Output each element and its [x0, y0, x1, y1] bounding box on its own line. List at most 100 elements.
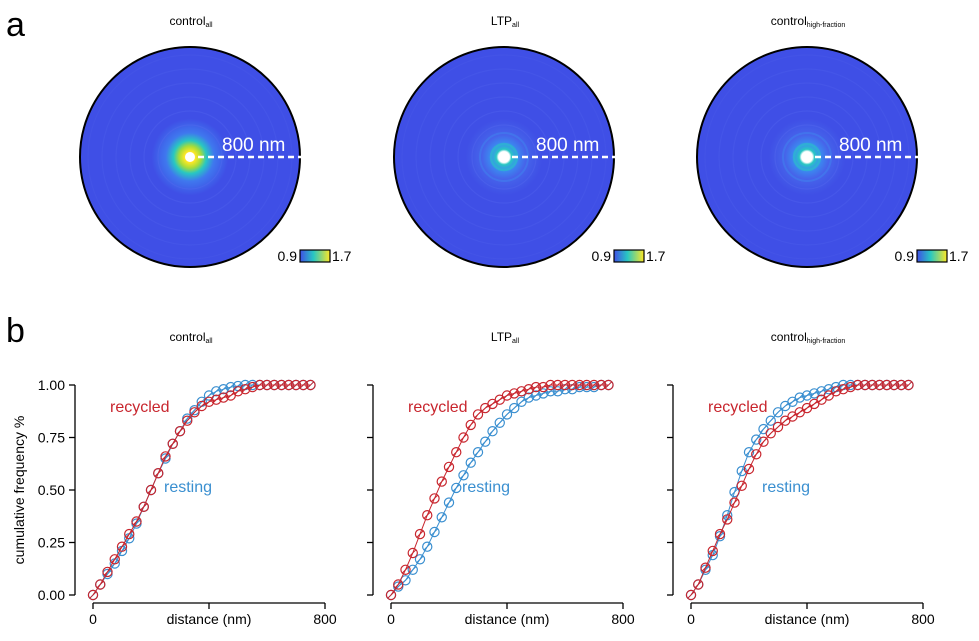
data-point-recycled [102, 566, 113, 578]
data-point-recycled [95, 579, 106, 590]
y-tick-label: 0.75 [38, 430, 65, 446]
data-point-recycled [465, 419, 476, 431]
data-point-slash-recycled [445, 463, 453, 471]
data-point-recycled [693, 579, 704, 590]
data-point-slash-resting [467, 459, 475, 467]
data-point-slash-resting [503, 410, 511, 418]
x-tick-label: 800 [313, 611, 337, 627]
data-point-slash-recycled [767, 429, 775, 437]
heatmap-control-high-fraction: 800 nm 0.9 1.7 [696, 46, 969, 268]
x-tick-label: 0 [89, 611, 97, 627]
heatmap-title-1: controlall [169, 14, 213, 29]
data-point-resting [451, 482, 462, 494]
data-point-slash-resting [488, 427, 497, 435]
heatmap-center [185, 152, 195, 162]
data-point-recycled [189, 407, 200, 418]
data-point-slash-resting [781, 402, 789, 410]
data-point-recycled [254, 379, 265, 391]
data-point-slash-recycled [183, 417, 191, 425]
data-point-recycled [407, 547, 418, 559]
data-point-slash-recycled [277, 381, 286, 389]
data-point-slash-recycled [694, 580, 702, 589]
data-point-slash-resting [730, 488, 739, 496]
data-point-recycled [729, 497, 740, 508]
data-point-recycled [588, 379, 600, 391]
data-point-slash-recycled [169, 440, 177, 448]
data-point-slash-recycled [774, 423, 782, 431]
data-point-slash-recycled [198, 402, 206, 410]
data-point-slash-recycled [730, 499, 739, 507]
data-point-slash-recycled [701, 564, 710, 572]
data-point-slash-recycled [263, 381, 271, 389]
data-point-slash-recycled [474, 410, 482, 418]
data-point-recycled [714, 528, 726, 540]
data-point-slash-recycled [125, 530, 133, 538]
data-point-slash-recycled [96, 580, 104, 589]
heatmap-ring [457, 110, 551, 204]
data-point-slash-recycled [817, 396, 826, 404]
data-point-recycled [881, 379, 892, 391]
data-point-slash-recycled [597, 381, 605, 389]
scale-bar-label: 800 nm [536, 135, 599, 156]
data-point-recycled [581, 379, 592, 391]
x-tick-label: 800 [911, 611, 935, 627]
data-point-slash-resting [459, 471, 468, 479]
data-point-slash-recycled [306, 381, 315, 389]
data-point-recycled [772, 421, 784, 433]
data-point-recycled [400, 564, 411, 575]
x-tick-label: 0 [387, 611, 395, 627]
data-point-recycled [751, 449, 762, 460]
data-point-recycled [545, 379, 556, 391]
scale-bar-label: 800 nm [839, 135, 902, 156]
data-point-slash-resting [510, 404, 518, 412]
x-axis-label: distance (nm) [465, 611, 550, 627]
data-point-slash-recycled [796, 408, 804, 416]
data-point-recycled [896, 379, 907, 391]
data-point-slash-recycled [270, 381, 278, 389]
data-point-slash-recycled [292, 381, 300, 389]
data-point-slash-recycled [467, 421, 475, 429]
data-point-recycled [530, 381, 542, 393]
data-point-slash-resting [481, 438, 489, 446]
data-point-resting [494, 417, 505, 429]
chart-title-1: controlall [169, 330, 213, 345]
data-point-slash-recycled [604, 381, 613, 389]
data-point-recycled [707, 545, 718, 557]
data-point-resting [429, 526, 440, 538]
data-point-slash-recycled [111, 555, 119, 563]
data-point-slash-recycled [401, 566, 410, 574]
data-point-resting [465, 457, 476, 468]
data-point-slash-recycled [868, 381, 876, 389]
data-point-slash-recycled [568, 381, 576, 389]
data-point-slash-resting [445, 499, 453, 507]
data-point-slash-recycled [554, 381, 562, 389]
colorbar [916, 249, 948, 263]
data-point-resting [487, 425, 498, 437]
data-point-recycled [298, 379, 309, 391]
data-point-recycled [131, 516, 142, 527]
data-point-resting [443, 497, 455, 508]
data-point-slash-recycled [546, 381, 555, 389]
heatmap-ring [143, 110, 237, 204]
data-point-slash-recycled [227, 391, 235, 400]
chart-title-3: controlhigh-fraction [770, 330, 846, 345]
data-point-recycled [283, 379, 294, 391]
data-point-slash-resting [517, 398, 526, 406]
x-tick-label: 0 [687, 611, 695, 627]
data-point-recycled [87, 589, 99, 601]
data-point-recycled [743, 463, 755, 475]
data-point-slash-recycled [825, 391, 833, 400]
data-point-slash-recycled [118, 543, 126, 551]
data-point-recycled [182, 415, 193, 426]
colorbar [613, 249, 645, 263]
data-point-resting [765, 415, 776, 426]
data-point-slash-recycled [875, 381, 884, 389]
data-point-recycled [145, 484, 157, 496]
data-point-slash-recycled [299, 381, 307, 389]
data-point-resting [509, 402, 520, 414]
label-resting: resting [762, 479, 810, 496]
data-point-resting [422, 541, 433, 552]
data-point-resting [751, 434, 762, 445]
data-point-recycled [472, 409, 484, 420]
colorbar-min-label: 0.9 [592, 248, 612, 264]
